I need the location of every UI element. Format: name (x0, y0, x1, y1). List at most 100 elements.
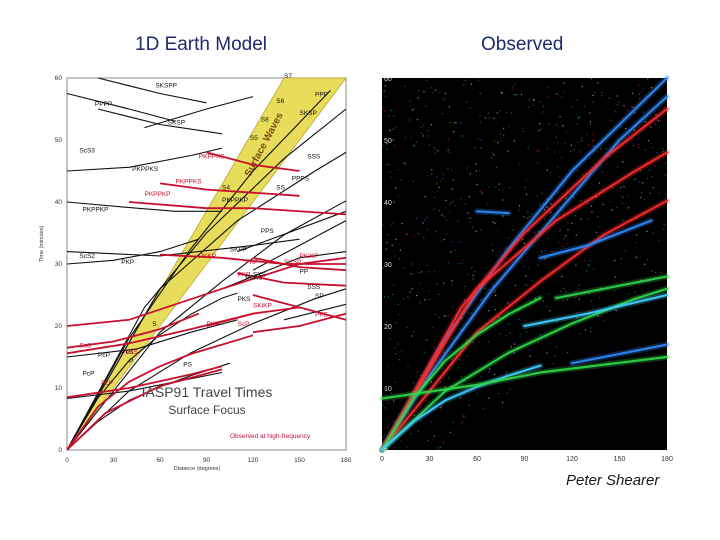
phase-label: PS (183, 361, 192, 368)
observed-arrival-curve (555, 275, 669, 300)
image-credit: Peter Shearer (566, 472, 660, 489)
y-tick-label: 10 (55, 385, 63, 392)
phase-label-red: SKiKP (253, 302, 272, 309)
phase-label-red: PKPPKS (199, 154, 226, 161)
y-tick-label: 30 (384, 262, 392, 269)
scatter-noise (382, 78, 667, 449)
model-curves (66, 77, 347, 451)
model-curve (66, 147, 223, 172)
model-curve-red (128, 201, 347, 216)
observed-arrival-curve (380, 151, 669, 452)
y-tick-labels: 0 10 20 30 40 50 60 (384, 76, 392, 455)
observed-arrival-curve (380, 355, 669, 400)
x-tick-labels: 0 30 60 90 120 150 180 (380, 456, 673, 463)
phase-label: S5 (250, 135, 258, 142)
phase-label: S4 (222, 185, 230, 192)
phase-label: PPP (315, 92, 328, 99)
x-tick-label: 30 (426, 456, 434, 463)
x-tick-label: 0 (380, 456, 384, 463)
model-curve (97, 77, 207, 104)
x-tick-label: 180 (341, 457, 352, 464)
phase-label-red: SKSP (284, 259, 301, 266)
model-curve (66, 288, 347, 451)
plot-box-title: IASP91 Travel Times (142, 384, 273, 400)
model-curve-red (66, 368, 223, 451)
model-curve (66, 238, 300, 257)
model-curve-red (159, 253, 346, 265)
observed-arrival-curve (380, 287, 669, 452)
phase-label-red: PKPPKP (145, 191, 171, 198)
phase-label-red: ScS (79, 343, 92, 350)
y-tick-label: 40 (55, 199, 63, 206)
surface-wave-band (66, 77, 347, 451)
phase-label-red: ScP (238, 321, 250, 328)
y-tick-label: 0 (58, 447, 62, 454)
phase-label: PcS (121, 349, 134, 356)
model-curve (66, 371, 223, 400)
phase-label: PKPPKS (132, 166, 159, 173)
phase-label: PPPP (95, 101, 112, 108)
phase-label: SKSP (168, 120, 185, 127)
model-curve-red (66, 256, 347, 327)
model-curve (66, 108, 347, 451)
model-curve-red (66, 365, 223, 399)
observed-arrival-curve (523, 293, 669, 328)
phase-label: PKP (121, 259, 134, 266)
model-curve-red (206, 306, 300, 327)
phase-label-red: PKP (245, 259, 258, 266)
phase-label: P (129, 358, 133, 365)
model-curve (66, 238, 199, 265)
model-curve-red (66, 334, 254, 451)
model-curve (144, 96, 254, 129)
model-curve-red (252, 312, 347, 334)
phase-label: PSKS (245, 275, 263, 282)
model-curve-red (237, 272, 347, 287)
x-tick-label: 60 (473, 456, 481, 463)
iasp91-travel-time-plot: Surface Waves SKSPPPPPPSKSPPPPScS3PKPPKS… (39, 73, 352, 472)
phase-label-red: PcS (126, 349, 139, 356)
y-tick-labels: 0 10 20 30 40 50 60 (55, 75, 63, 454)
x-tick-label: 150 (614, 456, 626, 463)
phase-label: PKPPKP (83, 206, 109, 213)
observed-arrival-curve (380, 199, 669, 452)
model-curve-red (206, 151, 300, 172)
y-tick-label: 50 (384, 138, 392, 145)
model-curve-red (252, 256, 347, 272)
phase-label: SS (276, 185, 285, 192)
phase-labels: SKSPPPPPPSKSPPPPScS3PKPPKSSKSPPKPPKPScS2… (79, 73, 328, 387)
phase-label: SKSPP (155, 82, 177, 89)
observed-arrival-curve (570, 343, 669, 365)
phase-label-red: PcP (101, 380, 113, 387)
y-tick-label: 40 (384, 200, 392, 207)
observed-arrival-curve (380, 107, 669, 452)
phase-label: ScS3 (79, 147, 95, 154)
phase-label-red: PKS (315, 312, 329, 319)
model-curve (66, 319, 238, 358)
y-tick-label: 0 (384, 448, 388, 455)
observed-phase-arrivals (379, 75, 670, 453)
model-curve-red (159, 182, 300, 197)
observed-arrival-curve (539, 219, 653, 259)
observed-seismogram-stack: 0 30 60 90 120 150 180 0 10 20 30 40 50 60 (379, 75, 673, 463)
model-curve (221, 251, 347, 290)
observed-arrival-curve (380, 364, 542, 452)
legend-note: Observed at high-frequency (230, 433, 311, 440)
observed-arrival-curve (380, 297, 542, 452)
phase-label: PKS (238, 296, 252, 303)
phase-label-red: PKP (238, 271, 251, 278)
phase-label: SKPP (230, 247, 247, 254)
x-tick-label: 90 (203, 457, 211, 464)
phase-label: PPS (261, 228, 275, 235)
y-tick-label: 60 (55, 75, 63, 82)
model-curve (66, 200, 347, 451)
phase-label: S8 (261, 116, 269, 123)
x-tick-label: 90 (521, 456, 529, 463)
x-tick-label: 30 (110, 457, 118, 464)
phase-label-red: PKP (207, 321, 220, 328)
y-tick-label: 20 (384, 324, 392, 331)
phase-label: SSS (307, 284, 321, 291)
x-tick-labels: 0 30 60 90 120 150 180 (65, 457, 352, 464)
phase-label: S6 (276, 98, 284, 105)
model-curve (66, 90, 331, 451)
phase-label-red: PKiKP (300, 253, 319, 260)
